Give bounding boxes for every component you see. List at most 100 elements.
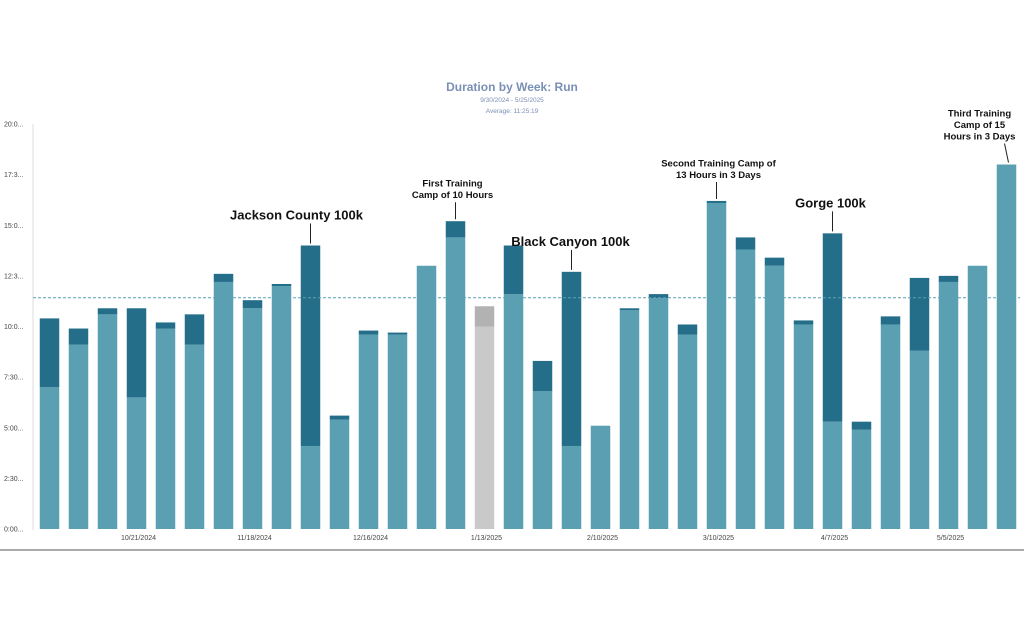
annotation-label: Second Training Camp of 13 Hours in 3 Day… [661, 158, 776, 181]
bar-base [97, 314, 118, 529]
bar-base [242, 308, 263, 529]
bar-base [706, 202, 727, 529]
bar-base [68, 344, 89, 529]
bar-base [300, 445, 321, 529]
bar-extra [938, 275, 959, 282]
bar-base [793, 324, 814, 529]
annotation-line: Camp of 15 [954, 120, 1006, 131]
x-tick-label: 4/7/2025 [821, 535, 848, 542]
bar-base [561, 445, 582, 529]
bar-base [677, 334, 698, 529]
bar-base [445, 237, 466, 529]
y-tick-label: 5:00... [4, 425, 24, 432]
bar-series [39, 164, 1017, 530]
annotation-line: 13 Hours in 3 Days [676, 170, 761, 181]
bar-base [387, 334, 408, 529]
bar-extra [184, 314, 205, 345]
bar-base [851, 429, 872, 529]
y-axis-ticks: 0:00... 2:30... 5:00... 7:30... 10:0... 12:3.… [4, 122, 24, 534]
bar-base [590, 425, 611, 529]
x-tick-label: 3/10/2025 [703, 535, 734, 542]
bar-extra [358, 330, 379, 335]
bar-extra [706, 200, 727, 203]
bar-extra [445, 221, 466, 238]
x-tick-label: 1/13/2025 [471, 535, 502, 542]
bar-base [271, 286, 292, 529]
y-tick-label: 10:0... [4, 324, 24, 331]
bar-base [184, 344, 205, 529]
y-tick-label: 2:30... [4, 476, 24, 483]
annotation-line: Camp of 10 Hours [412, 190, 493, 201]
x-tick-label: 5/5/2025 [937, 535, 964, 542]
chart-average-label: Average: 11:25:19 [486, 108, 539, 115]
annotation-line: Second Training Camp of [661, 158, 776, 169]
bar-base [880, 324, 901, 529]
bar-base [909, 350, 930, 529]
bar-extra [793, 320, 814, 325]
annotation-line: Gorge 100k [795, 195, 867, 210]
annotation-leader [1004, 143, 1009, 163]
bar-base [532, 391, 553, 529]
bar-base [126, 397, 147, 529]
bar-base [329, 419, 350, 529]
annotation-line: Third Training [948, 109, 1012, 120]
bar-base [39, 387, 60, 529]
y-tick-label: 15:0... [4, 223, 24, 230]
bar-base [996, 164, 1017, 529]
bar-base [764, 265, 785, 529]
bar-extra [329, 415, 350, 420]
bar-extra [677, 324, 698, 335]
x-tick-label: 12/16/2024 [353, 535, 388, 542]
y-tick-label: 0:00... [4, 527, 24, 534]
bar-extra [822, 233, 843, 422]
y-tick-label: 20:0... [4, 122, 24, 129]
chart-date-range: 9/30/2024 - 5/25/2025 [480, 97, 544, 104]
bar-extra [155, 322, 176, 329]
annotation-label: First Training Camp of 10 Hours [412, 179, 493, 202]
bar-base [619, 310, 640, 529]
bar-base [358, 334, 379, 529]
bar-base [648, 298, 669, 529]
y-tick-label: 12:3... [4, 273, 24, 280]
annotation-line: Black Canyon 100k [511, 234, 630, 249]
bar-extra [213, 273, 234, 282]
annotation-line: Jackson County 100k [230, 208, 364, 223]
annotation-line: First Training [422, 179, 482, 190]
bar-base [822, 421, 843, 529]
bar-extra [648, 294, 669, 299]
bar-extra [300, 245, 321, 446]
bar-extra [39, 318, 60, 388]
bar-extra [126, 308, 147, 398]
x-tick-label: 10/21/2024 [121, 535, 156, 542]
bar-extra [242, 300, 263, 309]
bar-extra [561, 271, 582, 446]
bar-extra [735, 237, 756, 250]
bar-base [735, 249, 756, 530]
bar-base [416, 265, 437, 529]
bar-extra [851, 421, 872, 430]
y-tick-label: 17:3... [4, 172, 24, 179]
x-axis-ticks: 10/21/2024 11/18/2024 12/16/2024 1/13/2025 2… [121, 535, 964, 542]
bar-extra [503, 245, 524, 295]
bar-base [474, 326, 495, 529]
bar-base [938, 281, 959, 529]
annotation-label: Third Training Camp of 15 Hours in 3 Days [944, 109, 1016, 143]
bar-extra [68, 328, 89, 345]
annotation-label: Gorge 100k [795, 195, 867, 210]
bar-extra [387, 332, 408, 335]
y-tick-label: 7:30... [4, 375, 24, 382]
x-tick-label: 2/10/2025 [587, 535, 618, 542]
bar-extra [474, 306, 495, 327]
bar-base [155, 328, 176, 529]
annotation-line: Hours in 3 Days [944, 132, 1016, 143]
bar-extra [532, 360, 553, 392]
chart-title: Duration by Week: Run [446, 80, 578, 94]
bar-extra [909, 277, 930, 351]
annotation-label: Black Canyon 100k [511, 234, 630, 249]
bar-base [967, 265, 988, 529]
bar-extra [271, 283, 292, 286]
bar-extra [619, 308, 640, 311]
x-tick-label: 11/18/2024 [237, 535, 272, 542]
bar-base [213, 281, 234, 529]
